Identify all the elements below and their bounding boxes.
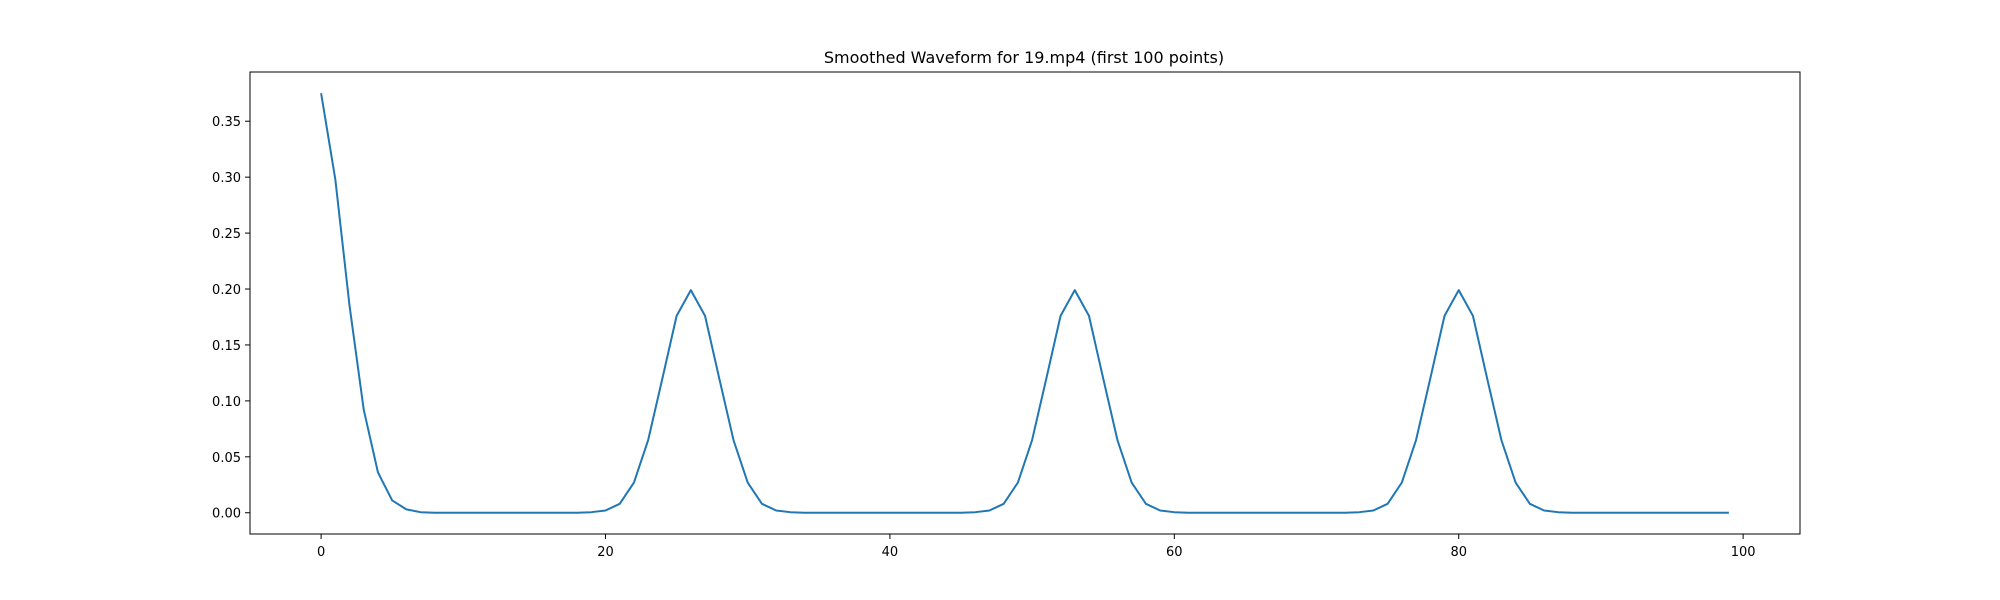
y-tick-label: 0.20 [212, 283, 241, 298]
series-layer [320, 93, 1729, 514]
x-tick-label: 20 [597, 545, 614, 560]
x-axis: 0 20 40 60 80 100 [317, 534, 1756, 560]
y-tick-label: 0.10 [212, 395, 241, 410]
y-tick-label: 0.00 [212, 507, 241, 522]
x-tick-label: 40 [882, 545, 899, 560]
y-tick-label: 0.15 [212, 339, 241, 354]
y-tick-label: 0.30 [212, 171, 241, 186]
waveform-line [320, 93, 1729, 514]
plot-area-frame [249, 71, 1801, 535]
y-tick-label: 0.35 [212, 115, 241, 130]
y-tick-label: 0.25 [212, 227, 241, 242]
x-tick-label: 0 [317, 545, 325, 560]
y-axis: 0.00 0.05 0.10 0.15 0.20 0.25 0.30 0.35 [212, 115, 250, 522]
chart-title: Smoothed Waveform for 19.mp4 (first 100 … [824, 48, 1224, 67]
x-tick-label: 80 [1450, 545, 1467, 560]
x-tick-label: 60 [1166, 545, 1183, 560]
x-tick-label: 100 [1731, 545, 1756, 560]
y-tick-label: 0.05 [212, 451, 241, 466]
